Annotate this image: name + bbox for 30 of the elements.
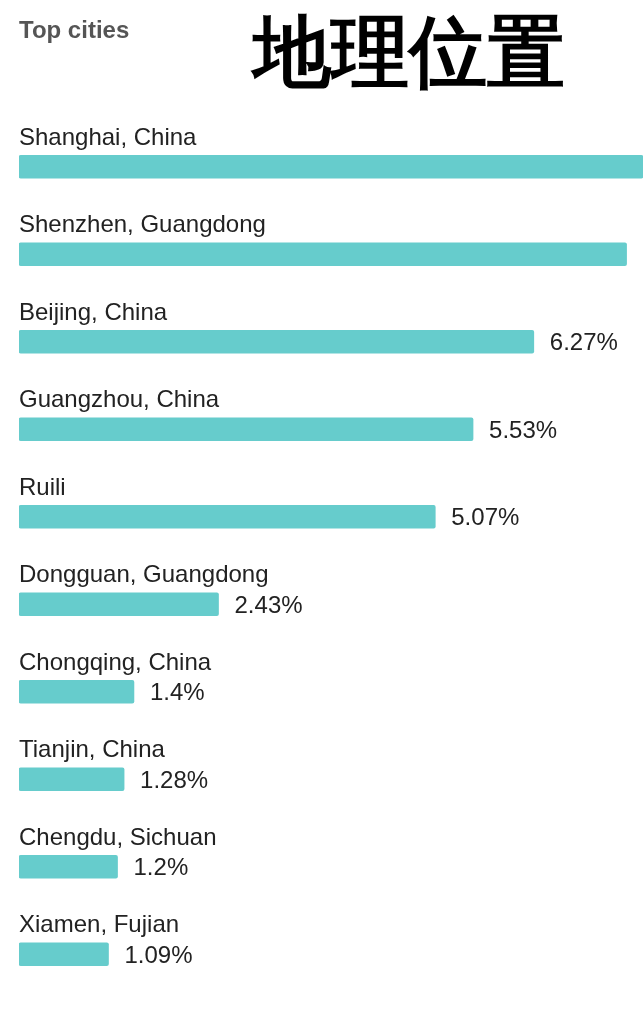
bar [19,679,135,704]
data-label: 1.09% [124,940,193,968]
y-tick-label: Xiamen, Fujian [19,910,180,938]
data-label: 1.2% [133,853,189,881]
bar [19,154,643,179]
data-label: 2.43% [234,590,303,618]
chart-subtitle: Top cities [19,16,130,44]
y-tick-label: Shanghai, China [19,122,198,150]
data-label: 1.28% [140,765,209,793]
bar [19,767,125,792]
y-tick-label: Chengdu, Sichuan [19,822,217,850]
chart-title: 地理位置 [253,8,565,96]
bar [19,242,627,267]
y-tick-label: Tianjin, China [19,735,166,763]
bar [19,504,436,529]
bar [19,854,118,879]
y-tick-label: Beijing, China [19,297,168,325]
data-label: 5.53% [489,415,558,443]
y-tick-label: Guangzhou, China [19,385,220,413]
data-label: 6.27% [549,328,618,356]
bar [19,942,109,967]
y-tick-label: Shenzhen, Guangdong [19,210,266,238]
y-tick-label: Ruili [19,472,66,500]
data-label: 1.4% [149,678,205,706]
bar [19,417,474,442]
data-label: 5.07% [451,503,520,531]
y-tick-label: Chongqing, China [19,647,212,675]
bar [19,592,219,617]
y-tick-label: Dongguan, Guangdong [19,560,269,588]
bar [19,329,535,354]
